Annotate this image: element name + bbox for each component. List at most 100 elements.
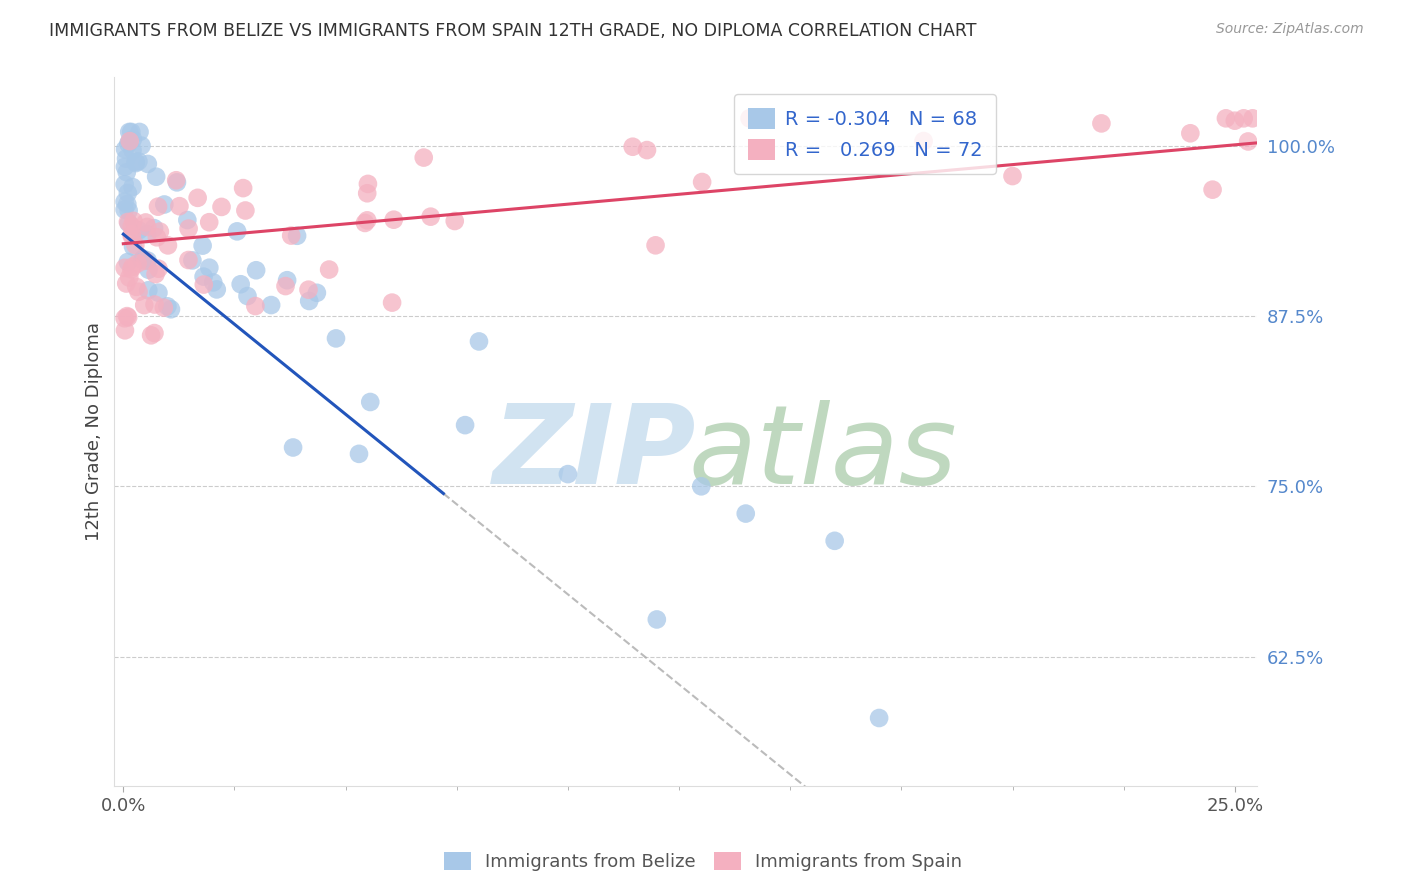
Point	[114, 194, 136, 209]
Point	[1237, 135, 1260, 149]
Point	[120, 262, 142, 277]
Point	[443, 214, 465, 228]
Point	[636, 143, 658, 157]
Point	[135, 215, 157, 229]
Point	[868, 711, 890, 725]
Point	[115, 165, 138, 179]
Point	[245, 263, 267, 277]
Point	[824, 533, 846, 548]
Point	[118, 216, 141, 230]
Text: ZIP: ZIP	[492, 400, 696, 507]
Point	[260, 298, 283, 312]
Point	[114, 323, 136, 337]
Point	[690, 175, 713, 189]
Point	[117, 215, 139, 229]
Point	[281, 441, 304, 455]
Point	[128, 285, 150, 299]
Point	[198, 260, 221, 275]
Point	[121, 229, 143, 244]
Point	[912, 134, 935, 148]
Point	[177, 221, 200, 235]
Point	[117, 136, 139, 151]
Point	[205, 282, 228, 296]
Point	[412, 151, 434, 165]
Point	[285, 228, 308, 243]
Point	[280, 228, 302, 243]
Point	[211, 200, 233, 214]
Point	[118, 125, 141, 139]
Point	[1001, 169, 1024, 183]
Point	[128, 125, 150, 139]
Point	[114, 311, 136, 326]
Point	[121, 143, 143, 157]
Point	[187, 191, 209, 205]
Point	[1223, 113, 1246, 128]
Point	[134, 298, 156, 312]
Point	[274, 279, 297, 293]
Point	[127, 256, 149, 270]
Point	[136, 157, 159, 171]
Point	[117, 255, 139, 269]
Point	[117, 310, 139, 325]
Point	[145, 169, 167, 184]
Point	[347, 447, 370, 461]
Point	[124, 238, 146, 252]
Point	[690, 479, 713, 493]
Point	[235, 203, 257, 218]
Point	[357, 177, 380, 191]
Point	[143, 326, 166, 340]
Point	[136, 227, 159, 241]
Point	[557, 467, 579, 482]
Point	[148, 261, 170, 276]
Point	[166, 175, 188, 189]
Point	[318, 262, 340, 277]
Point	[1233, 112, 1256, 126]
Point	[121, 219, 143, 234]
Point	[146, 200, 169, 214]
Point	[121, 180, 143, 194]
Point	[193, 269, 215, 284]
Point	[114, 202, 136, 217]
Point	[356, 186, 378, 201]
Point	[1090, 116, 1112, 130]
Point	[468, 334, 491, 349]
Text: Source: ZipAtlas.com: Source: ZipAtlas.com	[1216, 22, 1364, 37]
Point	[181, 253, 204, 268]
Point	[115, 277, 138, 291]
Point	[156, 238, 179, 252]
Point	[297, 283, 319, 297]
Point	[226, 224, 249, 238]
Point	[121, 260, 143, 274]
Point	[153, 301, 176, 315]
Point	[146, 230, 169, 244]
Point	[143, 297, 166, 311]
Point	[136, 219, 159, 234]
Point	[114, 160, 136, 174]
Point	[114, 260, 136, 275]
Point	[621, 140, 644, 154]
Point	[132, 252, 155, 266]
Point	[115, 309, 138, 323]
Point	[139, 328, 162, 343]
Point	[148, 285, 170, 300]
Point	[177, 253, 200, 268]
Point	[117, 197, 139, 211]
Point	[134, 253, 156, 268]
Point	[145, 267, 167, 281]
Point	[156, 299, 179, 313]
Point	[169, 199, 191, 213]
Point	[198, 215, 221, 229]
Point	[118, 203, 141, 218]
Point	[236, 289, 259, 303]
Point	[232, 181, 254, 195]
Point	[131, 138, 153, 153]
Point	[143, 221, 166, 235]
Point	[138, 262, 160, 277]
Point	[131, 252, 153, 267]
Point	[122, 239, 145, 253]
Point	[356, 213, 378, 227]
Point	[1241, 112, 1264, 126]
Point	[118, 135, 141, 149]
Point	[359, 395, 381, 409]
Point	[229, 277, 252, 292]
